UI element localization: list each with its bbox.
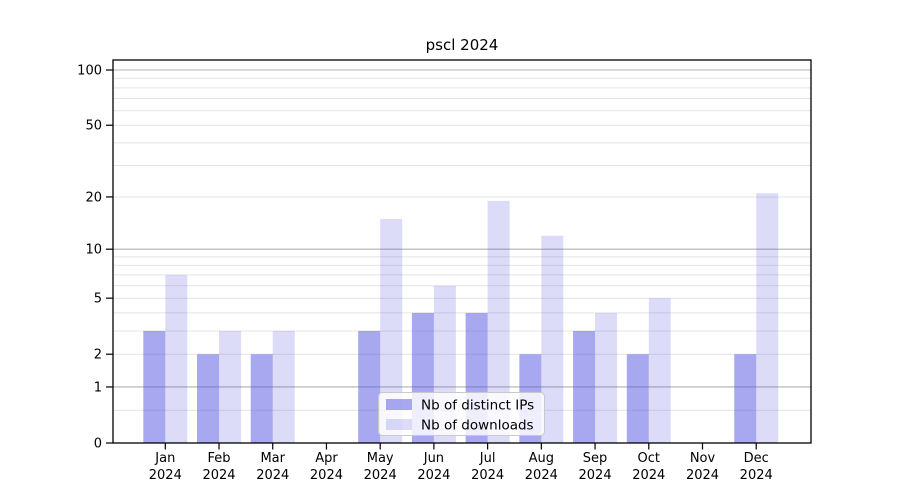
bar-mar-downloads: [272, 330, 295, 443]
bar-sep-downloads: [595, 312, 618, 443]
y-tick-label-1: 1: [94, 380, 102, 395]
x-tick-label-year-may: 2024: [364, 468, 397, 483]
legend-label-1: Nb of downloads: [421, 417, 534, 433]
gridlines: [113, 69, 811, 411]
bar-sep-distinct-ips: [573, 330, 596, 443]
bar-may-distinct-ips: [358, 330, 381, 443]
chart-title: pscl 2024: [426, 36, 499, 54]
y-tick-label-100: 100: [77, 64, 102, 79]
bars: [143, 193, 779, 443]
bar-feb-downloads: [219, 330, 242, 443]
bar-jan-downloads: [165, 274, 188, 443]
x-tick-label-month-jan: Jan: [154, 451, 175, 466]
bar-oct-downloads: [648, 298, 671, 443]
x-tick-label-year-jul: 2024: [471, 468, 504, 483]
x-tick-label-year-jun: 2024: [417, 468, 450, 483]
bar-jan-distinct-ips: [143, 330, 166, 443]
y-tick-label-5: 5: [94, 292, 102, 307]
x-tick-label-month-aug: Aug: [529, 451, 554, 466]
x-tick-label-month-sep: Sep: [583, 451, 608, 466]
x-tick-label-year-sep: 2024: [579, 468, 612, 483]
x-tick-label-month-feb: Feb: [208, 451, 231, 466]
legend: Nb of distinct IPs Nb of downloads: [378, 392, 545, 436]
x-tick-label-year-nov: 2024: [686, 468, 719, 483]
bar-dec-distinct-ips: [734, 354, 757, 443]
y-tick-label-50: 50: [85, 119, 102, 134]
bar-dec-downloads: [756, 193, 779, 443]
x-tick-label-month-oct: Oct: [638, 451, 660, 466]
x-tick-label-month-jun: Jun: [423, 451, 444, 466]
x-tick-label-year-feb: 2024: [202, 468, 235, 483]
bar-mar-distinct-ips: [250, 354, 273, 443]
x-tick-label-month-dec: Dec: [744, 451, 769, 466]
x-tick-label-year-mar: 2024: [256, 468, 289, 483]
y-tick-label-0: 0: [94, 437, 102, 452]
bar-feb-distinct-ips: [197, 354, 220, 443]
bar-may-downloads: [380, 218, 403, 443]
x-tick-label-month-mar: Mar: [260, 451, 285, 466]
x-tick-label-month-may: May: [367, 451, 394, 466]
bar-jul-downloads: [487, 200, 510, 443]
bar-oct-distinct-ips: [626, 354, 649, 443]
bar-aug-downloads: [541, 235, 564, 443]
x-tick-label-month-jul: Jul: [479, 451, 496, 466]
x-tick-label-month-apr: Apr: [315, 451, 338, 466]
legend-swatch-1: [386, 419, 412, 430]
plot-frame: [112, 59, 812, 444]
x-tick-label-year-dec: 2024: [740, 468, 773, 483]
x-tick-label-year-oct: 2024: [632, 468, 665, 483]
legend-box: [378, 392, 545, 436]
legend-label-0: Nb of distinct IPs: [421, 397, 534, 413]
y-axis: 0 1 2 5 10 20 50 100: [77, 64, 113, 452]
legend-swatch-0: [386, 399, 412, 410]
x-tick-label-year-apr: 2024: [310, 468, 343, 483]
x-tick-label-year-jan: 2024: [149, 468, 182, 483]
x-tick-label-year-aug: 2024: [525, 468, 558, 483]
y-tick-label-2: 2: [94, 348, 102, 363]
x-axis: Jan 2024 Feb 2024 Mar 2024 Apr 2024 May 2024 Jun 20…: [149, 443, 773, 483]
x-tick-label-month-nov: Nov: [690, 451, 716, 466]
y-tick-label-10: 10: [85, 243, 102, 258]
y-tick-label-20: 20: [85, 190, 102, 205]
